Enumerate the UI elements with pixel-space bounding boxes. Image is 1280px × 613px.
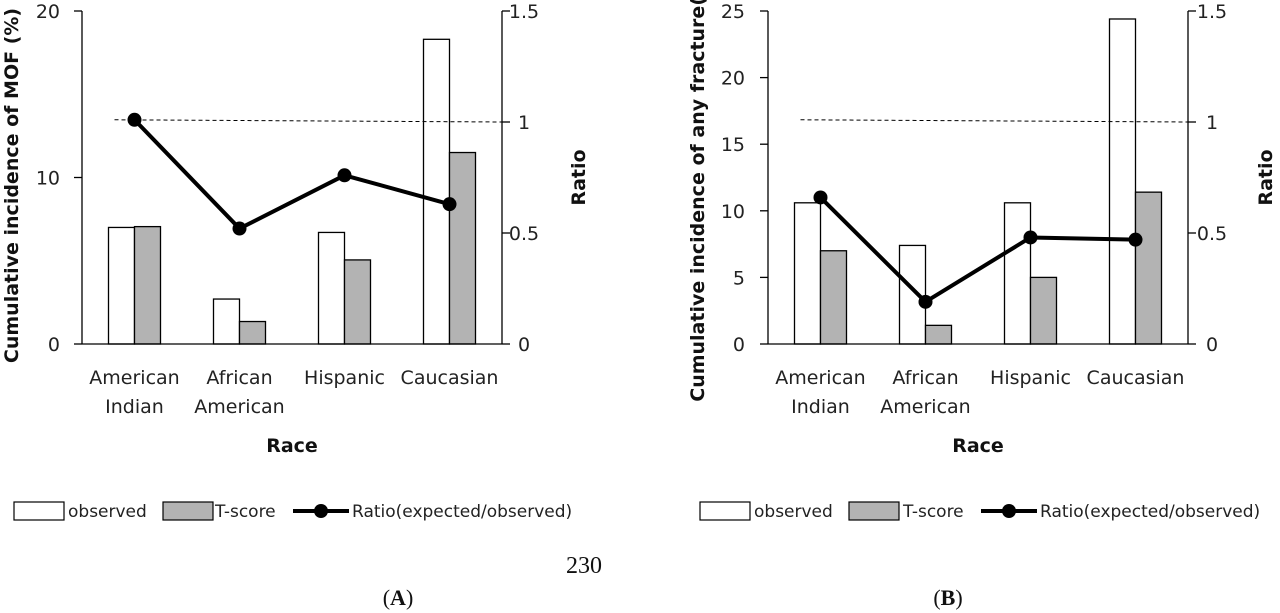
bar-observed bbox=[107, 226, 136, 345]
x-tick-label: African bbox=[892, 367, 958, 389]
x-tick-label: American bbox=[775, 367, 865, 389]
legend-label-tscore: T-score bbox=[902, 502, 964, 522]
y-axis-title: Cumulative incidence of MOF (%) bbox=[1, 8, 23, 363]
y2-tick-label: 0 bbox=[518, 334, 530, 356]
x-tick-label: Indian bbox=[791, 396, 850, 418]
bar-tscore bbox=[448, 151, 477, 345]
y-tick-label: 10 bbox=[36, 168, 60, 190]
chart-panel-a: 0 10 20 0 0.5 1 1.5 American Indian African Americ… bbox=[1, 1, 590, 610]
reference-line bbox=[800, 119, 1189, 123]
x-tick-label: African bbox=[206, 367, 272, 389]
legend-marker-ratio bbox=[1002, 504, 1016, 518]
chart-panel-b: 0 5 10 15 20 25 0 0.5 1 1.5 American Indian African A… bbox=[687, 0, 1277, 610]
x-tick-label: American bbox=[880, 396, 970, 418]
bar-observed bbox=[793, 202, 822, 345]
y-tick-label: 20 bbox=[36, 1, 60, 23]
ratio-line bbox=[133, 118, 451, 231]
bar-tscore bbox=[819, 250, 848, 345]
legend-label-observed: observed bbox=[754, 502, 833, 522]
y2-tick-label: 0.5 bbox=[1197, 223, 1227, 245]
x-tick-label: Indian bbox=[105, 396, 164, 418]
y-tick-label: 10 bbox=[721, 201, 745, 223]
y2-axis-title: Ratio bbox=[1255, 149, 1277, 205]
legend-label-tscore: T-score bbox=[214, 502, 276, 522]
bar-tscore bbox=[924, 324, 953, 345]
ratio-point bbox=[232, 221, 247, 236]
ratio-point bbox=[918, 294, 933, 309]
legend: observed T-score Ratio(expected/observed) bbox=[699, 501, 1260, 522]
x-tick-label: American bbox=[194, 396, 284, 418]
y2-axis-title: Ratio bbox=[568, 149, 590, 205]
x-axis-title: Race bbox=[266, 435, 318, 457]
legend-swatch-tscore bbox=[162, 501, 214, 521]
bar-observed bbox=[212, 298, 241, 345]
reference-line bbox=[114, 119, 503, 123]
legend-label-ratio: Ratio(expected/observed) bbox=[1040, 502, 1260, 522]
y2-tick-label: 0.5 bbox=[509, 223, 539, 245]
y-tick-label: 0 bbox=[733, 334, 745, 356]
ratio-point bbox=[813, 190, 828, 205]
bar-observed bbox=[898, 244, 927, 345]
ratio-line bbox=[819, 196, 1136, 304]
bar-tscore bbox=[238, 320, 267, 345]
legend-swatch-observed bbox=[13, 501, 65, 521]
ratio-point bbox=[337, 168, 352, 183]
y-tick-label: 5 bbox=[733, 267, 745, 289]
legend-swatch-tscore bbox=[848, 501, 900, 521]
x-tick-label: Caucasian bbox=[401, 367, 499, 389]
ratio-point bbox=[127, 112, 142, 127]
y-tick-label: 25 bbox=[721, 1, 745, 23]
panel-label: (A) bbox=[383, 585, 414, 610]
bar-tscore bbox=[1134, 191, 1163, 345]
x-tick-label: Caucasian bbox=[1087, 367, 1185, 389]
bar-tscore bbox=[343, 259, 372, 345]
bar-observed bbox=[1003, 202, 1032, 345]
legend: observed T-score Ratio(expected/observed) bbox=[13, 501, 572, 522]
bar-tscore bbox=[133, 225, 162, 345]
legend-label-ratio: Ratio(expected/observed) bbox=[352, 502, 572, 522]
bar-observed bbox=[1108, 18, 1137, 345]
x-tick-label: American bbox=[89, 367, 179, 389]
y-tick-label: 15 bbox=[721, 134, 745, 156]
ratio-point bbox=[1128, 232, 1143, 247]
y2-tick-label: 1 bbox=[1206, 112, 1218, 134]
y2-tick-label: 1.5 bbox=[509, 1, 539, 23]
y2-tick-label: 1.5 bbox=[1197, 1, 1227, 23]
bar-observed bbox=[422, 38, 451, 345]
y-tick-label: 20 bbox=[721, 68, 745, 90]
y2-tick-label: 1 bbox=[518, 112, 530, 134]
ratio-point bbox=[1023, 230, 1038, 245]
y-tick-label: 0 bbox=[48, 334, 60, 356]
ratio-point bbox=[442, 197, 457, 212]
bar-observed bbox=[317, 231, 346, 345]
y-axis-title: Cumulative incidence of any fracture(%) bbox=[687, 0, 709, 402]
bar-tscore bbox=[1029, 276, 1058, 345]
legend-swatch-observed bbox=[699, 501, 751, 521]
x-axis-title: Race bbox=[952, 435, 1004, 457]
page-number: 230 bbox=[566, 553, 602, 579]
panel-label: (B) bbox=[933, 585, 962, 610]
x-tick-label: Hispanic bbox=[990, 367, 1071, 389]
x-tick-label: Hispanic bbox=[304, 367, 385, 389]
legend-label-observed: observed bbox=[68, 502, 147, 522]
legend-marker-ratio bbox=[314, 504, 328, 518]
y2-tick-label: 0 bbox=[1206, 334, 1218, 356]
